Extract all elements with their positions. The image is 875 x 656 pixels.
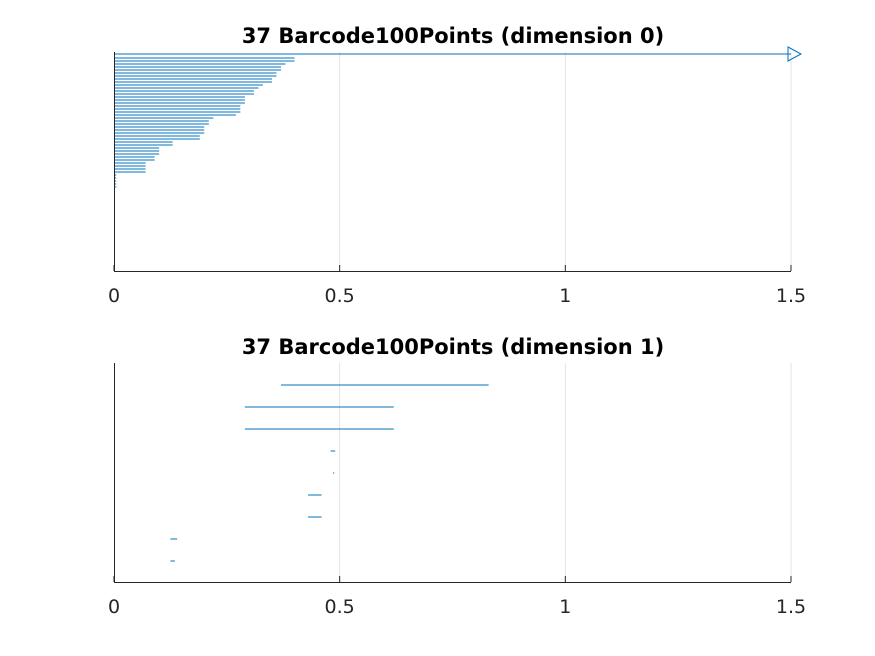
x-tick-label: 0 <box>108 596 120 618</box>
x-tick-label: 0 <box>108 285 120 307</box>
gridlines-dimension-0 <box>339 52 792 271</box>
infinite-bar-arrow <box>787 46 803 62</box>
chart-title-dimension-0: 37 Barcode100Points (dimension 0) <box>242 24 664 48</box>
panel-dimension-1: 37 Barcode100Points (dimension 1) 0 0.5 1 1… <box>108 335 806 618</box>
axes-dimension-0 <box>113 52 792 272</box>
x-tick-label: 0.5 <box>325 285 355 307</box>
x-tick-label: 1.5 <box>776 596 806 618</box>
tick-labels-dimension-0: 0 0.5 1 1.5 <box>108 285 806 307</box>
x-tick-label: 1 <box>559 596 571 618</box>
axes-dimension-1 <box>113 363 792 583</box>
x-tick-label: 1.5 <box>776 285 806 307</box>
bars-dimension-0 <box>114 46 803 188</box>
gridlines-dimension-1 <box>339 363 792 582</box>
tick-labels-dimension-1: 0 0.5 1 1.5 <box>108 596 806 618</box>
x-tick-label: 0.5 <box>325 596 355 618</box>
panel-dimension-0: 37 Barcode100Points (dimension 0) 0 0.5 1 1… <box>108 24 806 307</box>
x-tick-label: 1 <box>559 285 571 307</box>
bars-dimension-1 <box>170 384 489 562</box>
chart-title-dimension-1: 37 Barcode100Points (dimension 1) <box>242 335 664 359</box>
